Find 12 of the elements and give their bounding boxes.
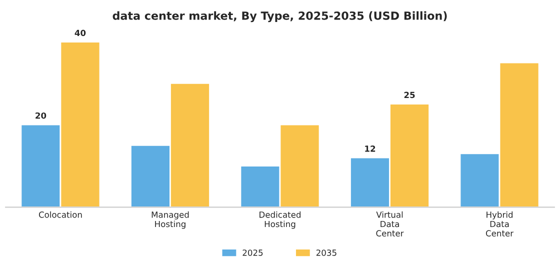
x-tick-label: Colocation [38, 211, 82, 218]
legend-label: 2025 [242, 250, 263, 256]
chart-title: data center market, By Type, 2025-2035 (USD Billion) [112, 11, 447, 22]
x-tick-label: Hybrid Data Center [486, 211, 514, 236]
data-label: 20 [36, 112, 46, 119]
data-label: 40 [74, 30, 86, 36]
x-tick-label: Dedicated Hosting [260, 211, 300, 229]
x-tick-label: Managed Hosting [152, 211, 189, 229]
data-label: 12 [365, 146, 376, 152]
legend-label: 2035 [316, 250, 336, 256]
data-label: 25 [404, 92, 415, 98]
x-tick-label: Virtual Data Center [376, 211, 404, 236]
